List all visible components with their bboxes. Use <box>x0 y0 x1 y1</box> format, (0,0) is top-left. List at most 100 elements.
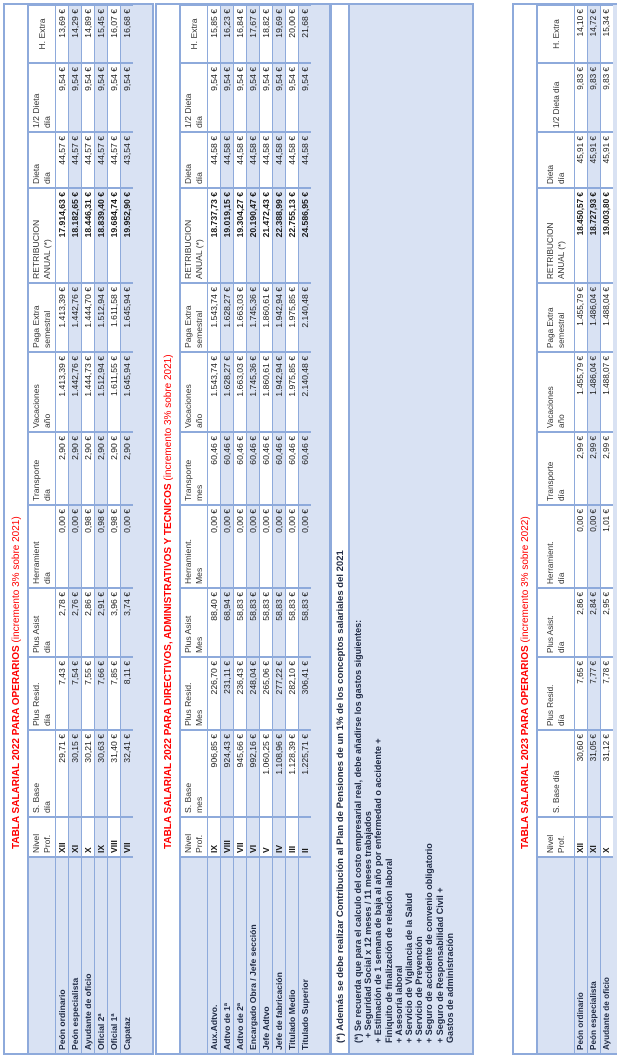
cell-vacaciones: 1.486,04 € <box>587 352 601 432</box>
table-row: Adtvo de 1ª VIII 924,43 €231,11 €68,94 €0,… <box>220 5 234 1053</box>
table-row: Adtvo de 2ª VII 945,66 €236,43 €58,83 €0,0… <box>233 5 247 1053</box>
note-line: + Seguro de Responsabilidad Civil + <box>434 887 445 1043</box>
header-dieta: Dieta día <box>181 132 208 188</box>
header-h-extra: H. Extra <box>29 5 56 63</box>
cell-herramient: 0,98 € <box>81 505 95 588</box>
cell-transporte: 60,46 € <box>298 432 311 505</box>
cell-transporte: 60,46 € <box>272 432 286 505</box>
cell-half-dieta: 9,54 € <box>246 63 260 132</box>
cell-vacaciones: 1.860,61 € <box>259 352 273 432</box>
cell-transporte: 60,46 € <box>220 432 234 505</box>
table-subtitle: (incremento 3% sobre 2022) <box>520 516 531 643</box>
cell-paga-extra: 1.860,61 € <box>259 283 273 352</box>
cell-s-base: 30,63 € <box>94 730 108 817</box>
header-paga-extra: Paga Extra semestral <box>29 283 56 352</box>
cell-herramient: 0,00 € <box>68 505 82 588</box>
cell-plus-resid: 7,65 € <box>574 657 588 730</box>
table-row: Oficial 1ª VIII 31,40 €7,85 €3,96 €0,98 €2… <box>107 5 121 1053</box>
cell-transporte: 2,90 € <box>68 432 82 505</box>
cell-nivel: X <box>600 817 613 857</box>
cell-herramient: 0,00 € <box>246 505 260 588</box>
cell-dieta: 43,54 € <box>120 132 133 188</box>
cell-category: Aux.Adtvo. <box>207 857 221 1053</box>
cell-retribucion-anual: 17.914,63 € <box>55 188 69 283</box>
cell-vacaciones: 1.942,94 € <box>272 352 286 432</box>
salary-table: Nivel Prof. S. Base día Plus Resid. día Plu… <box>29 4 133 1053</box>
table-row: Jefe Adtvo V 1.060,25 €265,06 €58,83 €0,00… <box>259 5 273 1053</box>
cell-h-extra: 17,67 € <box>246 5 260 63</box>
table-subtitle: (incremento 3% sobre 2021) <box>11 516 22 643</box>
cell-h-extra: 21,68 € <box>298 5 311 63</box>
header-vacaciones: Vacaciones año <box>538 352 575 432</box>
cell-herramient: 0,00 € <box>272 505 286 588</box>
cell-plus-asist: 58,83 € <box>298 588 311 657</box>
cell-herramient: 0,98 € <box>107 505 121 588</box>
header-row: Nivel Prof. S. Base día Plus Resid. día Plu… <box>538 5 575 1053</box>
cell-transporte: 2,90 € <box>55 432 69 505</box>
header-paga-extra: Paga Extra semestral <box>538 283 575 352</box>
cell-nivel: V <box>259 817 273 857</box>
cell-herramient: 0,00 € <box>55 505 69 588</box>
table-subtitle: (incremento 3% sobre 2021) <box>163 354 174 481</box>
cell-category: Oficial 2ª <box>94 857 108 1053</box>
header-half-dieta: 1/2 Dieta día <box>538 63 575 132</box>
note-line: + Servicio de Prevención <box>414 936 425 1043</box>
cell-h-extra: 16,23 € <box>220 5 234 63</box>
note-line: + Servicio de Vigilancia de la Salud <box>404 892 415 1043</box>
header-dieta: Dieta día <box>29 132 56 188</box>
table-title: TABLA SALARIAL 2022 PARA DIRECTIVOS, ADM… <box>163 354 174 849</box>
cell-plus-resid: 265,06 € <box>259 657 273 730</box>
cell-transporte: 2,90 € <box>107 432 121 505</box>
cell-half-dieta: 9,54 € <box>94 63 108 132</box>
cell-transporte: 2,99 € <box>600 432 613 505</box>
cell-category: Encargado Obra / Jefe sección <box>246 857 260 1053</box>
cell-dieta: 45,91 € <box>600 132 613 188</box>
cell-s-base: 945,66 € <box>233 730 247 817</box>
cell-plus-asist: 68,94 € <box>220 588 234 657</box>
cell-h-extra: 15,34 € <box>600 5 613 63</box>
header-plus-asist: Plus Asist. día <box>538 588 575 657</box>
cell-plus-resid: 7,55 € <box>81 657 95 730</box>
cell-h-extra: 14,72 € <box>587 5 601 63</box>
salary-table: Nivel Prof. S. Base día Plus Resid. día Plu… <box>538 4 613 1053</box>
cell-vacaciones: 1.663,03 € <box>233 352 247 432</box>
header-retribucion-anual: RETRIBUCION ANUAL (*) <box>181 188 208 283</box>
cell-s-base: 1.225,71 € <box>298 730 311 817</box>
cell-transporte: 60,46 € <box>246 432 260 505</box>
cell-half-dieta: 9,54 € <box>233 63 247 132</box>
cell-vacaciones: 1.611,55 € <box>107 352 121 432</box>
cell-plus-resid: 7,43 € <box>55 657 69 730</box>
cell-paga-extra: 1.975,85 € <box>285 283 299 352</box>
cell-category: Peón ordinario <box>574 857 588 1053</box>
cell-nivel: VI <box>246 817 260 857</box>
note-line: + Seguro de accidente de convenio obliga… <box>424 843 435 1043</box>
header-s-base: S. Base día <box>29 730 56 817</box>
cell-transporte: 60,46 € <box>259 432 273 505</box>
cell-paga-extra: 1.486,04 € <box>587 283 601 352</box>
cell-vacaciones: 2.140,48 € <box>298 352 311 432</box>
cell-paga-extra: 1.745,36 € <box>246 283 260 352</box>
cell-vacaciones: 1.512,94 € <box>94 352 108 432</box>
cell-retribucion-anual: 22.755,13 € <box>285 188 299 283</box>
cell-category: Peón ordinario <box>55 857 69 1053</box>
cell-s-base: 31,12 € <box>600 730 613 817</box>
cell-plus-resid: 236,43 € <box>233 657 247 730</box>
cell-paga-extra: 1.663,03 € <box>233 283 247 352</box>
cell-dieta: 44,58 € <box>233 132 247 188</box>
header-herramient: Herramient día <box>29 505 56 588</box>
cell-h-extra: 19,69 € <box>272 5 286 63</box>
cell-s-base: 906,85 € <box>207 730 221 817</box>
cell-half-dieta: 9,54 € <box>298 63 311 132</box>
header-nivel: Nivel Prof. <box>181 817 208 857</box>
cell-s-base: 31,40 € <box>107 730 121 817</box>
header-nivel: Nivel Prof. <box>538 817 575 857</box>
cell-nivel: XII <box>55 817 69 857</box>
header-half-dieta: 1/2 Dieta día <box>181 63 208 132</box>
cell-dieta: 44,58 € <box>259 132 273 188</box>
cell-s-base: 29,71 € <box>55 730 69 817</box>
cell-retribucion-anual: 19.952,90 € <box>120 188 133 283</box>
cell-dieta: 44,57 € <box>68 132 82 188</box>
header-dieta: Dieta día <box>538 132 575 188</box>
cell-h-extra: 16,68 € <box>120 5 133 63</box>
table-row: Encargado Obra / Jefe sección VI 992,16 €2… <box>246 5 260 1053</box>
